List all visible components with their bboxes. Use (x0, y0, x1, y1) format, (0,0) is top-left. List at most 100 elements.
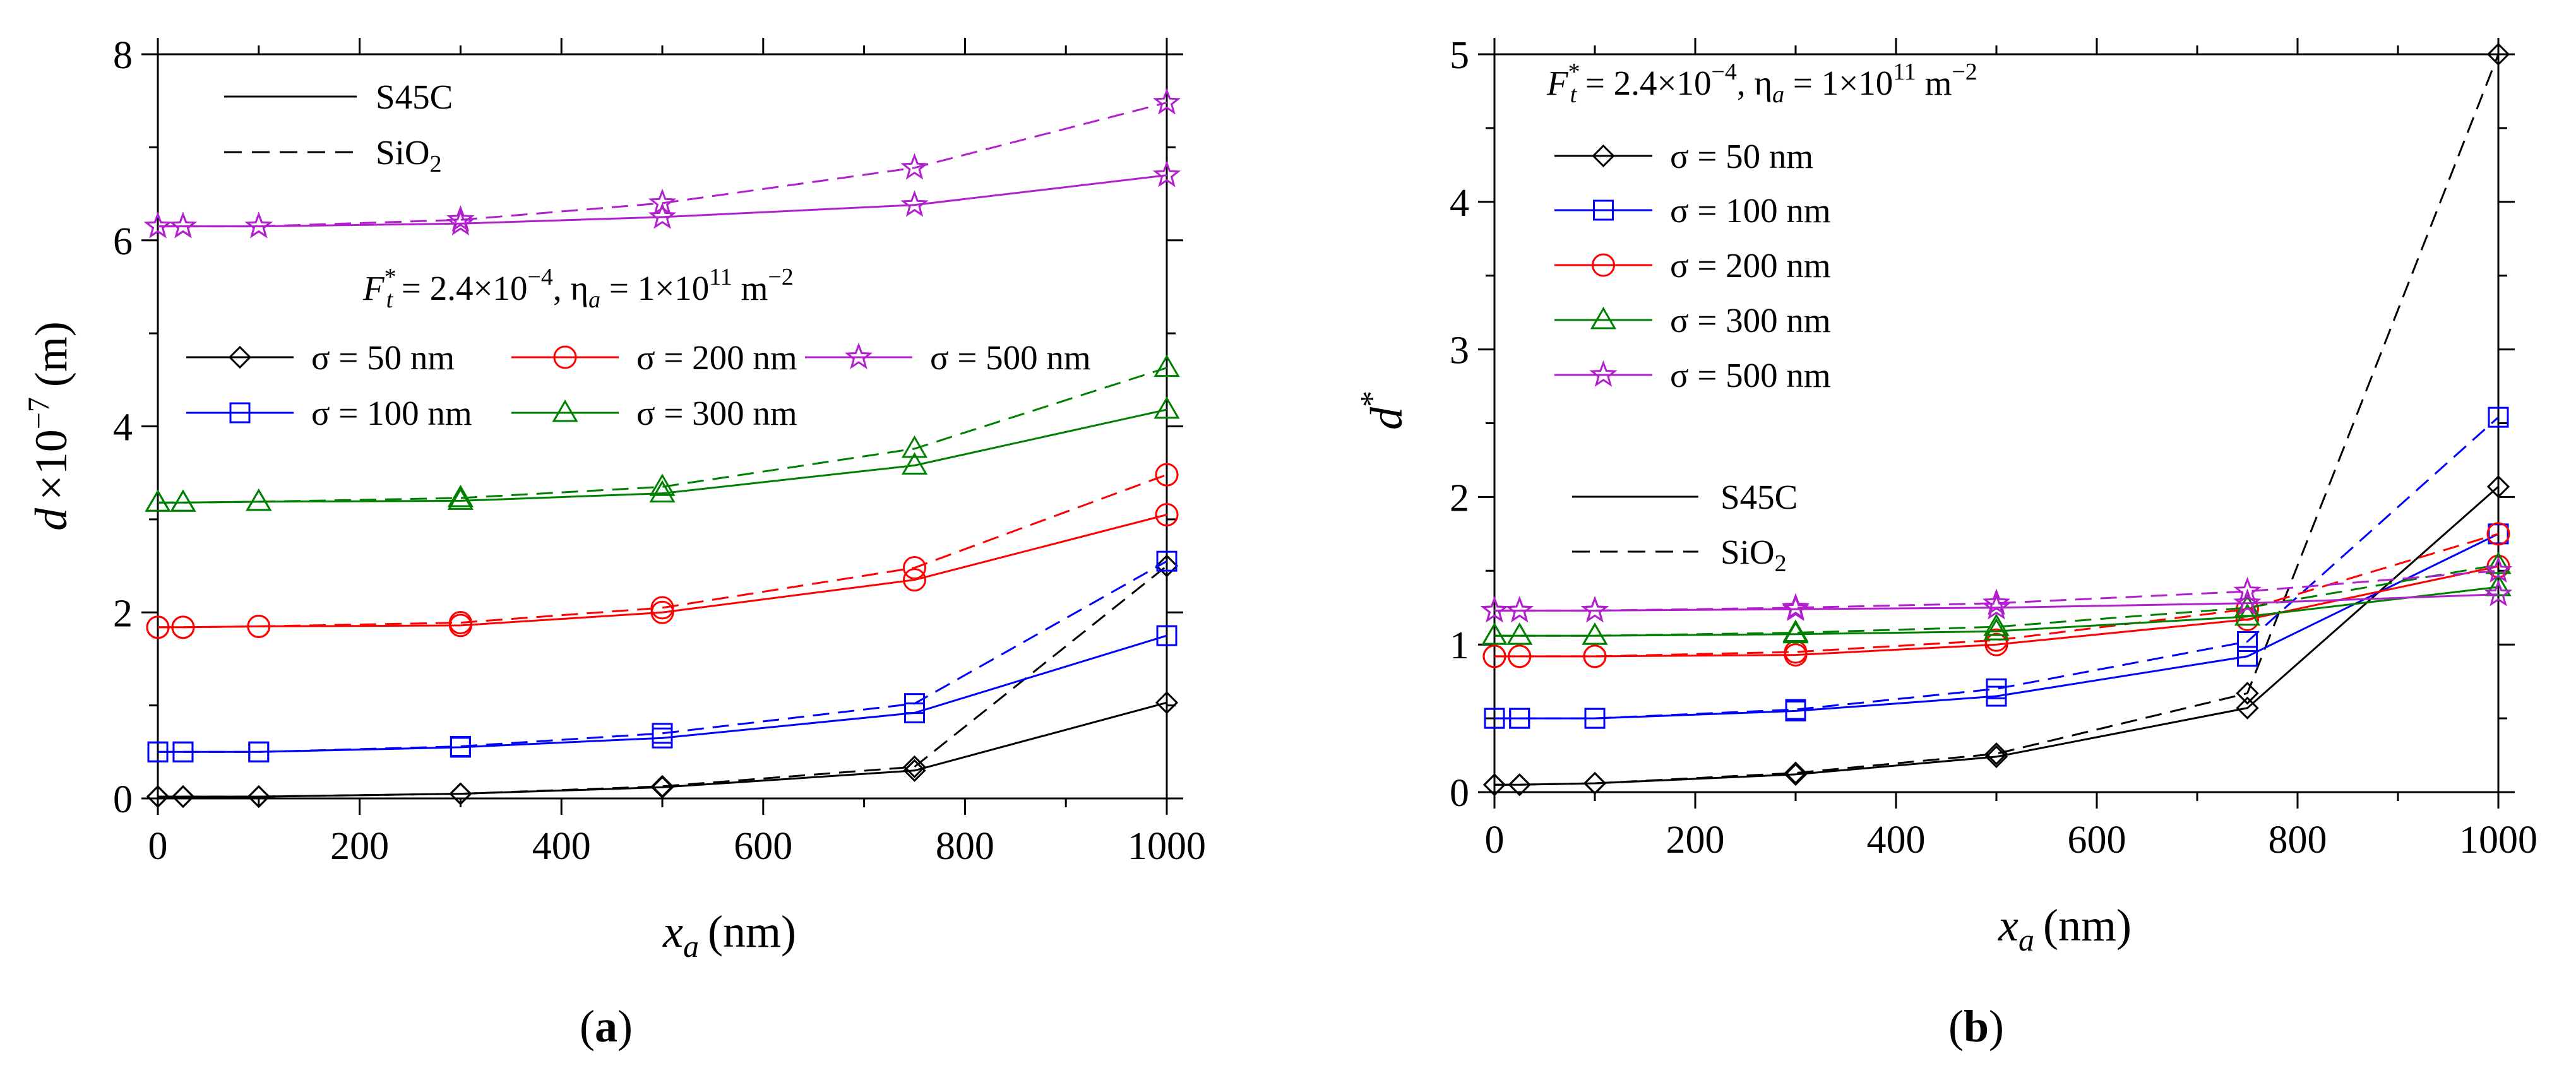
series-5-sio2-line (158, 102, 1167, 228)
series-2-s45c-point (1785, 700, 1806, 721)
series-5-s45c-point (1480, 596, 1509, 623)
y-tick-label: 2 (113, 592, 133, 635)
series-5-s45c-point (1580, 596, 1609, 623)
series-4-sio2-point (1506, 622, 1533, 645)
series-1-s45c-point (1984, 745, 2008, 769)
x-tick-label: 800 (2269, 819, 2327, 862)
series-1 (146, 554, 1179, 809)
x-axis-label: xa (nm) (1998, 900, 2132, 957)
sigma-legend-marker (1593, 199, 1614, 221)
series-5-s45c-point (2484, 579, 2513, 607)
series-5-sio2-point (446, 205, 475, 232)
series-2-s45c-point (172, 741, 194, 762)
series-3-s45c-point (1984, 632, 2008, 656)
sigma-legend-item: σ = 100 nm (186, 394, 472, 432)
x-tick-label: 200 (1666, 819, 1725, 862)
series-1-s45c-point (146, 785, 170, 809)
series-4 (145, 354, 1180, 512)
series-1-sio2-point (2236, 682, 2259, 705)
material-legend-label: S45C (1720, 478, 1798, 516)
series-5 (143, 88, 1181, 239)
series-1-s45c-point (1482, 773, 1506, 797)
series-2 (147, 550, 1178, 762)
series-2-s45c-point (1509, 708, 1530, 729)
series-2-s45c-point (248, 741, 270, 762)
parameter-annotation: F* t = 2.4×10−4, ηa = 1×1011 m−2 (362, 264, 794, 313)
y-axis-label: d* (1354, 391, 1412, 430)
x-tick-label: 400 (532, 825, 591, 868)
series-1-sio2-line (1494, 54, 2500, 786)
sigma-legend-marker (1590, 307, 1617, 329)
series-5-s45c-point (143, 211, 172, 239)
series-3-sio2-point (2486, 522, 2510, 546)
series-4-sio2-point (1983, 614, 2010, 636)
sigma-legend-item: σ = 200 nm (511, 338, 797, 377)
sigma-legend-label: σ = 50 nm (311, 338, 455, 377)
y-tick-label: 1 (1450, 624, 1469, 667)
series-5-s45c-point (446, 208, 475, 236)
series-2-s45c-line (158, 634, 1167, 753)
sigma-legend-marker (552, 400, 578, 422)
series-5-s45c-point (2233, 588, 2262, 615)
series-4-s45c-point (1506, 622, 1533, 645)
series-1-s45c-point (171, 785, 195, 809)
series-2-s45c-point (2237, 646, 2258, 667)
series-3-s45c-point (903, 568, 926, 592)
sigma-legend-item: σ = 100 nm (1554, 191, 1831, 230)
series-2-s45c-point (652, 727, 673, 749)
series-5-s45c-point (1982, 593, 2011, 620)
sigma-legend-marker (229, 402, 251, 424)
sigma-legend-label: σ = 100 nm (311, 394, 472, 432)
series-3-s45c-point (1482, 644, 1506, 668)
x-tick-label: 200 (330, 825, 389, 868)
series-1-s45c-point (247, 785, 270, 809)
series-5-s45c-point (1505, 596, 1534, 623)
series-1-s45c-line (158, 701, 1167, 798)
panel-caption: (a) (580, 1001, 633, 1052)
x-tick-label: 600 (2068, 819, 2126, 862)
series-3 (146, 463, 1179, 639)
series-2-s45c-point (1156, 625, 1178, 646)
series-2-s45c-point (904, 702, 925, 723)
x-tick-label: 0 (148, 825, 168, 868)
plot-frame (1493, 53, 2500, 793)
y-tick-label: 4 (1450, 182, 1469, 225)
series-2-s45c-line (1494, 533, 2499, 720)
sigma-legend-item: σ = 300 nm (511, 394, 797, 432)
series-4-sio2-point (649, 473, 676, 496)
series-4-sio2-point (2485, 551, 2512, 574)
sigma-legend-label: σ = 500 nm (1670, 356, 1831, 394)
series-4-sio2-point (170, 489, 196, 512)
sigma-legend-label: σ = 50 nm (1670, 137, 1813, 175)
x-axis-label: xa (nm) (662, 906, 796, 964)
series-3-s45c-point (247, 614, 271, 638)
series-4-s45c-point (649, 480, 676, 503)
series-5-s45c-point (244, 211, 273, 239)
sigma-legend-item: σ = 500 nm (1554, 356, 1831, 394)
series-4-sio2-point (1582, 622, 1608, 645)
series-5-s45c-point (648, 202, 677, 229)
series-5-s45c-point (900, 190, 929, 217)
parameter-annotation: F* t = 2.4×10−4, ηa = 1×1011 m−2 (1546, 59, 1977, 108)
series-1-sio2-point (1984, 742, 2008, 766)
x-tick-label: 600 (734, 825, 792, 868)
series-1-sio2-point (903, 755, 926, 779)
series-1-s45c-point (1583, 771, 1607, 795)
series-4-s45c-point (901, 452, 928, 475)
series-5-s45c-point (1781, 594, 1810, 621)
series-3-s45c-point (146, 615, 170, 639)
y-tick-label: 0 (1450, 772, 1469, 815)
series-2 (1484, 406, 2509, 729)
y-tick-label: 8 (113, 34, 133, 77)
series-3-sio2-point (903, 556, 926, 580)
material-legend-label: SiO2 (376, 133, 442, 177)
x-tick-label: 0 (1485, 819, 1505, 862)
series-1-sio2-point (1155, 554, 1179, 578)
sigma-legend-marker (228, 345, 252, 369)
series-5-sio2-point (648, 188, 677, 215)
series-2-sio2-point (2488, 406, 2509, 428)
series-1-s45c-point (1784, 762, 1808, 786)
series-3-s45c-point (1508, 644, 1532, 668)
sigma-legend-item: σ = 500 nm (805, 338, 1091, 377)
